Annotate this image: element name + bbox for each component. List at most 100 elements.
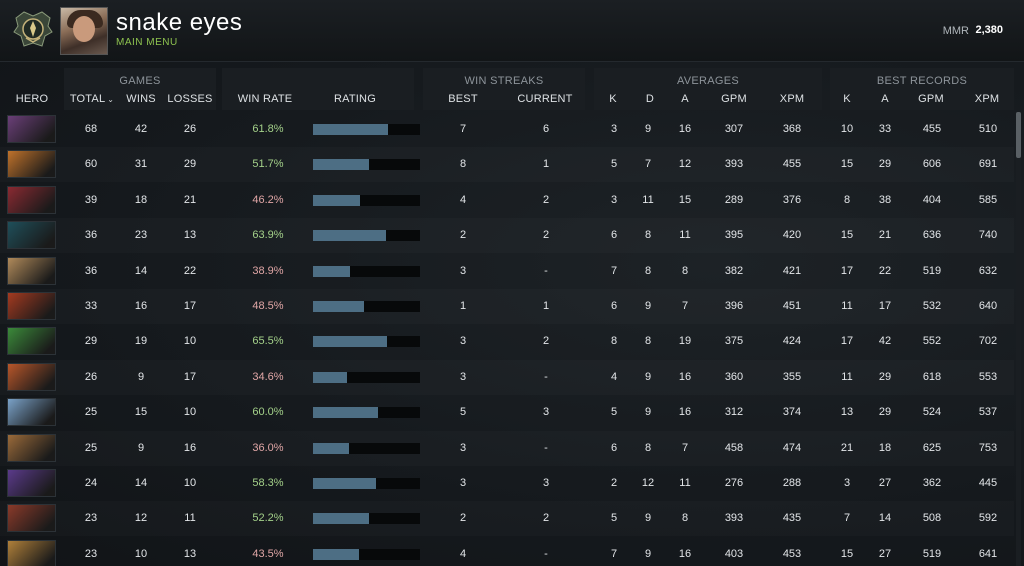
winrate-column-label: WIN RATE bbox=[237, 93, 293, 105]
hero-portrait[interactable] bbox=[7, 469, 56, 497]
best-gpm-cell: 524 bbox=[922, 406, 942, 419]
best-kills-cell: 17 bbox=[840, 264, 854, 277]
hero-portrait[interactable] bbox=[7, 221, 56, 250]
hero-portrait[interactable] bbox=[7, 398, 56, 427]
rating-bar-fill bbox=[313, 301, 365, 312]
current-streak-cell: 2 bbox=[542, 335, 550, 348]
wins-column-header[interactable]: WINS bbox=[120, 93, 162, 105]
table-row[interactable]: 36 23 13 63.9% 2 2 6 8 11 395 420 15 21 636 740 bbox=[0, 218, 1014, 253]
best-xpm-cell: 691 bbox=[978, 158, 998, 171]
table-row[interactable]: 25 9 16 36.0% 3 - 6 8 7 458 474 21 18 625 753 bbox=[0, 431, 1014, 466]
best-gpm-cell: 625 bbox=[922, 441, 942, 454]
avg-gpm-cell: 276 bbox=[724, 477, 744, 489]
avg-gpm-column-label: GPM bbox=[721, 93, 747, 105]
hero-portrait[interactable] bbox=[7, 115, 56, 143]
best-gpm-cell: 404 bbox=[922, 193, 942, 206]
table-row[interactable]: 23 12 11 52.2% 2 2 5 9 8 393 435 7 14 508 592 bbox=[0, 501, 1014, 536]
wins-cell: 15 bbox=[134, 406, 148, 419]
best-streak-column-label: BEST bbox=[448, 93, 478, 105]
best-assists-cell: 27 bbox=[878, 477, 892, 489]
avg-kills-cell: 6 bbox=[610, 300, 618, 312]
hero-portrait[interactable] bbox=[7, 256, 56, 285]
total-games-cell: 68 bbox=[84, 123, 98, 135]
win-rate-cell: 60.0% bbox=[252, 406, 284, 419]
avg-gpm-cell: 458 bbox=[724, 441, 744, 454]
table-row[interactable]: 60 31 29 51.7% 8 1 5 7 12 393 455 15 29 606 691 bbox=[0, 147, 1014, 182]
hero-portrait[interactable] bbox=[7, 185, 56, 214]
table-row[interactable]: 29 19 10 65.5% 3 2 8 8 19 375 424 17 42 552 702 bbox=[0, 324, 1014, 359]
hero-portrait[interactable] bbox=[7, 433, 56, 462]
best-assists-column-header[interactable]: A bbox=[875, 93, 895, 105]
current-streak-cell: 2 bbox=[542, 229, 550, 242]
table-row[interactable]: 68 42 26 61.8% 7 6 3 9 16 307 368 10 33 455 510 bbox=[0, 112, 1014, 147]
avg-kills-cell: 6 bbox=[610, 441, 618, 454]
avg-kills-cell: 6 bbox=[610, 229, 618, 242]
avg-kills-column-header[interactable]: K bbox=[603, 93, 623, 105]
hero-portrait[interactable] bbox=[7, 539, 56, 566]
best-xpm-column-header[interactable]: XPM bbox=[966, 93, 1008, 105]
main-menu-link[interactable]: MAIN MENU bbox=[116, 37, 178, 48]
current-streak-column-header[interactable]: CURRENT bbox=[514, 93, 576, 105]
best-gpm-cell: 508 bbox=[922, 512, 942, 525]
table-row[interactable]: 23 10 13 43.5% 4 - 7 9 16 403 453 15 27 519 641 bbox=[0, 537, 1014, 566]
total-column-header[interactable]: TOTAL ⌄ bbox=[66, 93, 118, 105]
rating-bar bbox=[313, 124, 420, 135]
avg-gpm-column-header[interactable]: GPM bbox=[714, 93, 754, 105]
table-row[interactable]: 26 9 17 34.6% 3 - 4 9 16 360 355 11 29 618 553 bbox=[0, 360, 1014, 395]
winrate-column-header[interactable]: WIN RATE bbox=[234, 93, 296, 105]
table-scrollbar[interactable] bbox=[1016, 112, 1021, 566]
rating-bar-fill bbox=[313, 159, 369, 171]
win-rate-cell: 61.8% bbox=[252, 123, 284, 135]
best-kills-cell: 7 bbox=[843, 512, 851, 525]
best-gpm-column-header[interactable]: GPM bbox=[910, 93, 952, 105]
player-avatar[interactable] bbox=[60, 7, 108, 55]
mmr-value: 2,380 bbox=[975, 24, 1003, 36]
table-row[interactable]: 24 14 10 58.3% 3 3 2 12 11 276 288 3 27 362 445 bbox=[0, 466, 1014, 501]
hero-portrait[interactable] bbox=[7, 327, 56, 356]
best-xpm-cell: 641 bbox=[978, 547, 998, 560]
games-group-title: GAMES bbox=[119, 75, 161, 87]
avg-xpm-cell: 288 bbox=[782, 477, 802, 489]
best-streak-column-header[interactable]: BEST bbox=[443, 93, 483, 105]
scrollbar-thumb[interactable] bbox=[1016, 112, 1021, 158]
best-kills-column-header[interactable]: K bbox=[837, 93, 857, 105]
best-kills-cell: 8 bbox=[843, 193, 851, 206]
hero-column-header[interactable]: HERO bbox=[8, 93, 56, 105]
current-streak-cell: 3 bbox=[542, 406, 550, 419]
best-streak-cell: 3 bbox=[459, 370, 467, 383]
avg-kills-cell: 7 bbox=[610, 264, 618, 277]
best-xpm-cell: 632 bbox=[978, 264, 998, 277]
best-assists-cell: 29 bbox=[878, 406, 892, 419]
losses-column-header[interactable]: LOSSES bbox=[166, 93, 214, 105]
avg-deaths-column-header[interactable]: D bbox=[640, 93, 660, 105]
current-streak-cell: 1 bbox=[542, 300, 550, 312]
avg-xpm-cell: 374 bbox=[782, 406, 802, 419]
best-kills-cell: 10 bbox=[840, 123, 854, 135]
table-row[interactable]: 39 18 21 46.2% 4 2 3 11 15 289 376 8 38 404 585 bbox=[0, 183, 1014, 218]
avg-xpm-column-header[interactable]: XPM bbox=[772, 93, 812, 105]
avg-assists-column-header[interactable]: A bbox=[675, 93, 695, 105]
table-row[interactable]: 33 16 17 48.5% 1 1 6 9 7 396 451 11 17 532 640 bbox=[0, 289, 1014, 324]
table-row[interactable]: 36 14 22 38.9% 3 - 7 8 8 382 421 17 22 519 632 bbox=[0, 254, 1014, 289]
current-streak-cell: - bbox=[544, 547, 548, 560]
profile-header: snake eyes MAIN MENU MMR 2,380 bbox=[0, 0, 1024, 62]
sort-descending-icon: ⌄ bbox=[107, 95, 115, 104]
averages-group-box bbox=[594, 68, 822, 110]
avg-deaths-cell: 9 bbox=[644, 123, 652, 135]
hero-portrait[interactable] bbox=[7, 504, 56, 533]
win-rate-cell: 38.9% bbox=[252, 264, 284, 277]
hero-portrait[interactable] bbox=[7, 362, 56, 391]
avg-assists-cell: 19 bbox=[678, 335, 692, 348]
wins-cell: 10 bbox=[134, 547, 148, 560]
rating-column-header[interactable]: RATING bbox=[325, 93, 385, 105]
rating-bar-fill bbox=[313, 124, 388, 135]
hero-portrait[interactable] bbox=[7, 150, 56, 179]
best-kills-cell: 15 bbox=[840, 158, 854, 171]
losses-cell: 21 bbox=[183, 193, 197, 206]
table-row[interactable]: 25 15 10 60.0% 5 3 5 9 16 312 374 13 29 524 537 bbox=[0, 395, 1014, 430]
wins-cell: 9 bbox=[137, 441, 145, 454]
total-games-cell: 25 bbox=[84, 406, 98, 419]
hero-portrait[interactable] bbox=[7, 292, 56, 320]
rating-bar bbox=[313, 265, 420, 277]
avg-gpm-cell: 312 bbox=[724, 406, 744, 419]
